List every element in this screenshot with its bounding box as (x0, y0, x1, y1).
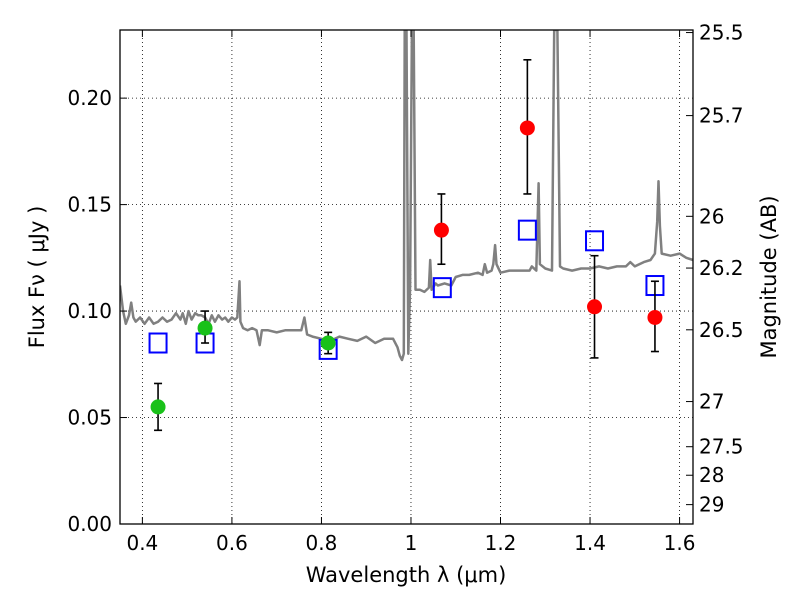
y-axis-title: Flux Fν ( μJy ) (25, 206, 49, 349)
axes (119, 29, 694, 525)
x-tick-label: 1 (405, 531, 418, 555)
magnitude-tick-label: 26.2 (699, 256, 744, 280)
magnitude-tick-label: 25.5 (699, 21, 744, 45)
y-tick-label: 0.00 (67, 512, 112, 536)
x-tick-label: 0.6 (216, 531, 248, 555)
optical-data-point (150, 399, 166, 415)
y-tick-label: 0.20 (67, 86, 112, 110)
x-axis-title: Wavelength λ (μm) (306, 563, 507, 587)
magnitude-tick-label: 27.5 (699, 435, 744, 459)
x-tick-label: 1.6 (664, 531, 696, 555)
y-tick-label: 0.10 (67, 299, 112, 323)
plot-frame (119, 29, 694, 525)
magnitude-tick-label: 25.7 (699, 104, 744, 128)
magnitude-tick-label: 26 (699, 204, 724, 228)
optical-data-point (197, 320, 213, 336)
model-band-square (148, 332, 168, 354)
magnitude-tick-label: 29 (699, 493, 724, 517)
x-tick-label: 0.4 (126, 531, 158, 555)
model-band-square (585, 230, 605, 252)
nir-data-point (587, 299, 603, 315)
magnitude-tick-label: 27 (699, 390, 724, 414)
nir-data-point (519, 120, 535, 136)
plot-area (120, 30, 693, 432)
optical-data-point (320, 335, 336, 351)
model-band-square (517, 219, 537, 241)
y-tick-label: 0.15 (67, 193, 112, 217)
magnitude-tick-label: 28 (699, 463, 724, 487)
x-tick-label: 1.2 (485, 531, 517, 555)
x-tick-label: 1.4 (574, 531, 606, 555)
nir-data-point (647, 309, 663, 325)
x-tick-label: 0.8 (306, 531, 338, 555)
y-axis-right-title: Magnitude (AB) (757, 195, 781, 358)
y-tick-label: 0.05 (67, 406, 112, 430)
nir-data-point (433, 222, 449, 238)
tick-labels: 0.4 0.6 0.8 1 1.2 1.4 1.6 0.00 0.05 0.10 0.15 0.20 2… (67, 21, 743, 555)
model-spectrum-line (120, 30, 693, 362)
model-band-square (432, 277, 452, 299)
magnitude-tick-label: 26.5 (699, 318, 744, 342)
